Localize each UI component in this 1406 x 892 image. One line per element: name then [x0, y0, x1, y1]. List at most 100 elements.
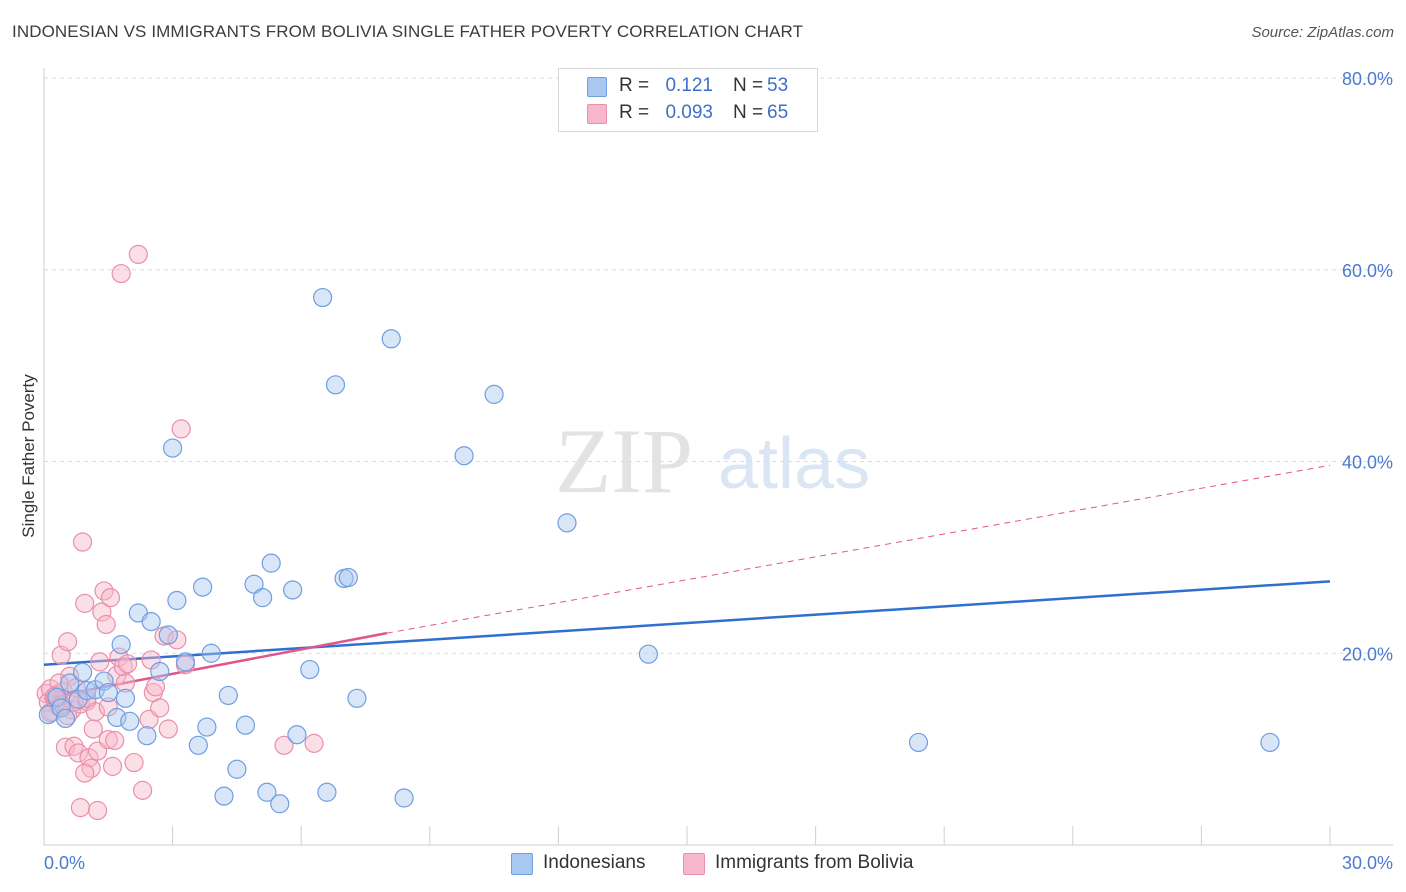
y-axis-label: Single Father Poverty: [19, 374, 38, 538]
bolivia-point: [111, 263, 131, 284]
bolivia-point: [75, 593, 95, 613]
indonesian-point: [283, 580, 303, 600]
bolivia-point: [145, 677, 166, 697]
legend-n-label: N =: [733, 75, 764, 96]
indonesian-point: [158, 625, 178, 645]
bolivia-point: [117, 654, 138, 674]
indonesian-point: [98, 682, 118, 703]
bolivia-point: [150, 698, 170, 718]
indonesian-point: [47, 687, 67, 707]
bolivia-point: [304, 733, 324, 753]
indonesian-point: [317, 782, 337, 802]
indonesian-point: [244, 574, 264, 594]
y-tick-label: 20.0%: [1342, 644, 1393, 664]
indonesian-point: [253, 588, 273, 608]
bottom-legend-swatch-pink: [683, 853, 705, 875]
x-tick-label-max: 30.0%: [1342, 853, 1393, 873]
bolivia-point: [102, 756, 123, 776]
bolivia-point: [124, 752, 144, 773]
bolivia-point: [57, 632, 78, 652]
legend-swatch-blue: [587, 77, 607, 97]
bolivia-point: [115, 673, 136, 693]
legend-r-value: 0.093: [665, 102, 713, 123]
bolivia-point: [96, 614, 116, 635]
y-tick-labels: 20.0% 40.0% 60.0% 80.0%: [1342, 69, 1393, 664]
indonesian-point: [287, 725, 307, 745]
indonesian-point: [338, 567, 358, 588]
indonesian-point: [484, 384, 504, 404]
bottom-legend-label: Indonesians: [543, 852, 646, 873]
y-tick-label: 60.0%: [1342, 261, 1393, 281]
bolivia-point: [92, 602, 112, 622]
indonesian-point: [257, 782, 277, 802]
bolivia-point: [274, 735, 294, 755]
legend-r-value: 0.121: [665, 75, 713, 96]
bottom-legend-label: Immigrants from Bolivia: [715, 852, 914, 873]
source-label: Source: ZipAtlas.com: [1251, 24, 1394, 41]
correlation-legend: R = 0.121 N = 53 R = 0.093 N = 65: [558, 68, 818, 132]
legend-n-value: 53: [767, 75, 789, 96]
indonesian-point: [454, 446, 474, 466]
indonesian-point: [193, 577, 213, 597]
bolivia-point: [98, 729, 118, 750]
indonesian-point: [347, 688, 367, 708]
legend-swatch-pink: [587, 104, 607, 124]
indonesian-point: [300, 659, 320, 680]
bolivia-point: [171, 419, 191, 439]
bolivia-point: [128, 244, 148, 265]
indonesian-point: [394, 788, 414, 808]
indonesian-point: [107, 707, 127, 728]
indonesian-point: [218, 685, 238, 706]
indonesian-point: [638, 644, 659, 664]
indonesian-point: [115, 688, 136, 708]
indonesian-point: [120, 711, 140, 731]
indonesian-point: [188, 735, 208, 755]
indonesian-point: [227, 759, 247, 779]
indonesian-point: [163, 438, 183, 458]
bolivia-point: [70, 798, 91, 818]
indonesian-point: [381, 329, 401, 349]
y-tick-label: 40.0%: [1342, 453, 1393, 473]
indonesian-point: [94, 671, 114, 691]
indonesian-point: [51, 698, 71, 718]
bolivia-trend-line-extension: [386, 464, 1331, 634]
indonesian-point: [557, 513, 577, 533]
indonesian-point: [60, 673, 80, 693]
indonesian-point: [72, 662, 93, 683]
grid-lines: [44, 77, 1393, 654]
bolivia-points: [36, 244, 324, 821]
bolivia-point: [158, 719, 178, 739]
indonesian-point: [261, 553, 281, 573]
legend-n-value: 65: [767, 102, 789, 123]
indonesian-point: [325, 375, 346, 395]
indonesian-point: [111, 635, 131, 655]
indonesian-point: [235, 715, 256, 735]
bolivia-point: [85, 702, 106, 722]
legend-r-label: R =: [619, 75, 650, 96]
indonesian-point: [141, 612, 161, 632]
indonesian-point: [150, 661, 170, 682]
indonesian-point: [214, 786, 234, 806]
indonesian-trend-line: [43, 580, 1331, 667]
bolivia-point: [83, 719, 103, 739]
watermark: ZIP atlas: [555, 410, 870, 512]
bolivia-point: [60, 666, 80, 686]
x-tick-label-min: 0.0%: [44, 853, 85, 873]
bottom-legend-swatch-blue: [511, 853, 533, 875]
indonesian-point: [167, 590, 187, 611]
indonesian-point: [55, 708, 76, 729]
indonesian-point: [908, 732, 929, 753]
bolivia-point: [87, 800, 108, 821]
bolivia-point: [105, 730, 125, 751]
indonesian-point: [197, 717, 217, 737]
bolivia-point: [75, 763, 95, 783]
y-tick-label: 80.0%: [1342, 69, 1393, 89]
bolivia-point: [72, 532, 93, 552]
chart-title: INDONESIAN VS IMMIGRANTS FROM BOLIVIA SI…: [12, 22, 804, 41]
legend-n-label: N =: [733, 102, 764, 123]
legend-r-label: R =: [619, 102, 650, 123]
indonesian-points: [38, 287, 1280, 814]
bolivia-point: [68, 743, 88, 763]
indonesian-point: [313, 287, 333, 308]
